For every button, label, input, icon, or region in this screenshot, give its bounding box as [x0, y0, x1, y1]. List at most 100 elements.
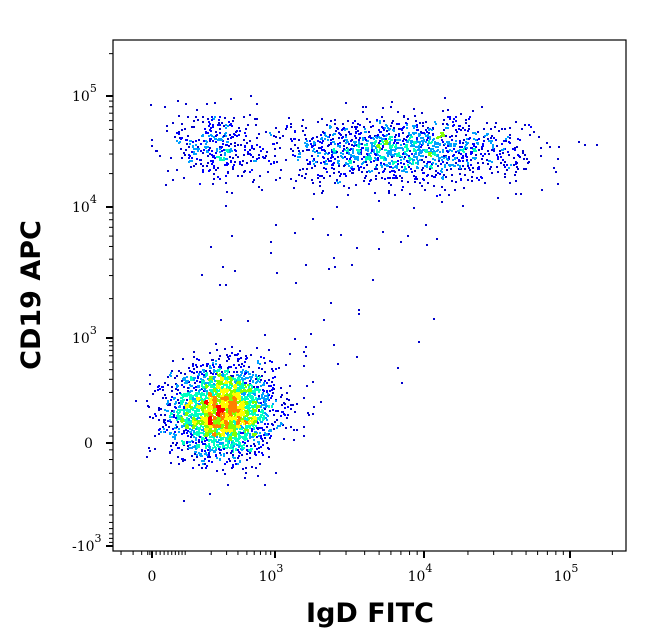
event-point [290, 148, 292, 150]
event-point [253, 443, 255, 445]
event-point [260, 435, 262, 437]
event-point [202, 135, 204, 137]
event-point [257, 398, 259, 400]
event-point [216, 470, 218, 472]
event-point [481, 148, 483, 150]
event-point [220, 454, 222, 456]
event-point [341, 156, 343, 158]
event-point [251, 385, 253, 387]
event-point [178, 133, 180, 135]
event-point [401, 156, 403, 158]
event-point [245, 412, 247, 414]
event-point [135, 400, 137, 402]
event-point [250, 450, 252, 452]
event-point [195, 386, 197, 388]
event-point [219, 407, 221, 409]
event-point [546, 142, 548, 144]
event-point [383, 159, 385, 161]
event-point [179, 411, 181, 413]
event-point [477, 143, 479, 145]
event-point [392, 177, 394, 179]
event-point [251, 410, 253, 412]
event-point [223, 455, 225, 457]
event-point [321, 149, 323, 151]
event-point [208, 125, 210, 127]
event-point [459, 173, 461, 175]
event-point [276, 419, 278, 421]
event-point [149, 450, 151, 452]
event-point [180, 400, 182, 402]
event-point [251, 399, 253, 401]
event-point [193, 430, 195, 432]
event-point [375, 158, 377, 160]
event-point [382, 127, 384, 129]
event-point [514, 174, 516, 176]
event-point [217, 433, 219, 435]
event-point [441, 159, 443, 161]
event-point [430, 142, 432, 144]
event-point [425, 121, 427, 123]
event-point [218, 381, 220, 383]
event-point [225, 437, 227, 439]
event-point [191, 429, 193, 431]
event-point [443, 174, 445, 176]
event-point [387, 177, 389, 179]
event-point [249, 171, 251, 173]
event-point [440, 163, 442, 165]
event-point [251, 169, 253, 171]
event-point [224, 370, 226, 372]
event-point [399, 147, 401, 149]
event-point [214, 376, 216, 378]
event-point [471, 180, 473, 182]
event-point [234, 425, 236, 427]
event-point [275, 368, 277, 370]
event-point [167, 376, 169, 378]
event-point [184, 459, 186, 461]
event-point [207, 456, 209, 458]
event-point [239, 379, 241, 381]
event-point [258, 410, 260, 412]
event-point [249, 452, 251, 454]
event-point [207, 426, 209, 428]
event-point [236, 413, 238, 415]
event-point [218, 122, 220, 124]
event-point [204, 443, 206, 445]
event-point [373, 151, 375, 153]
event-point [394, 149, 396, 151]
event-point [248, 386, 250, 388]
event-point [228, 401, 230, 403]
event-point [434, 141, 436, 143]
event-point [155, 415, 157, 417]
event-point [462, 165, 464, 167]
event-point [264, 484, 266, 486]
event-point [224, 133, 226, 135]
event-point [260, 437, 262, 439]
event-point [191, 385, 193, 387]
event-point [187, 445, 189, 447]
event-point [413, 108, 415, 110]
event-point [254, 453, 256, 455]
event-point [228, 412, 230, 414]
event-point [389, 162, 391, 164]
event-point [432, 162, 434, 164]
event-point [307, 412, 309, 414]
event-point [160, 431, 162, 433]
event-point [415, 162, 417, 164]
event-point [414, 115, 416, 117]
event-point [251, 147, 253, 149]
event-point [176, 375, 178, 377]
event-point [309, 140, 311, 142]
event-point [272, 370, 274, 372]
event-point [467, 130, 469, 132]
event-point [435, 146, 437, 148]
event-point [516, 166, 518, 168]
event-point [206, 400, 208, 402]
event-point [193, 148, 195, 150]
event-point [344, 156, 346, 158]
event-point [351, 144, 353, 146]
event-point [222, 424, 224, 426]
event-point [193, 120, 195, 122]
event-point [191, 413, 193, 415]
event-point [486, 122, 488, 124]
event-point [327, 139, 329, 141]
